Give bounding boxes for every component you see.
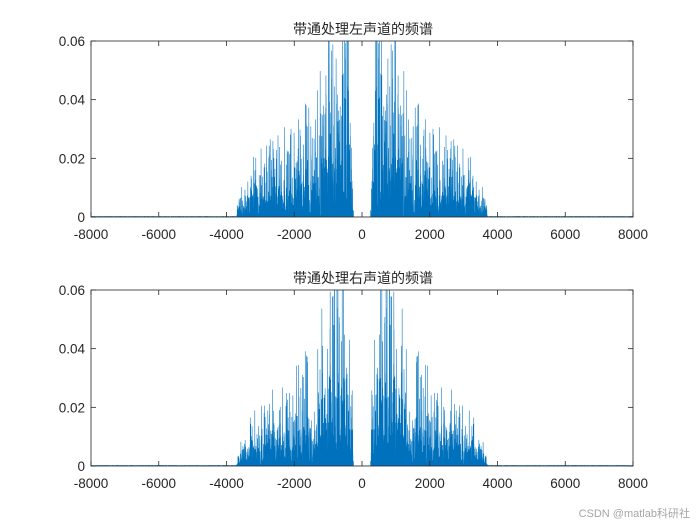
y-tick-label: 0 — [77, 459, 85, 474]
y-tick-label: 0.04 — [59, 342, 86, 357]
y-tick-label: 0.04 — [59, 93, 86, 108]
x-tick-label: -6000 — [141, 476, 176, 491]
x-tick-label: -4000 — [209, 476, 244, 491]
subplot-right-channel: 带通处理右声道的频谱 -8000 -6000 -4000 -2000 0 2000 4000… — [59, 271, 648, 491]
watermark: CSDN @matlab科研社 — [579, 506, 690, 520]
x-tick-label: 4000 — [482, 476, 512, 491]
axes: -8000 -6000 -4000 -2000 0 2000 4000 6000 8000 0 0.… — [59, 34, 648, 242]
subplot-title: 带通处理右声道的频谱 — [293, 271, 433, 287]
x-tick-label: -8000 — [74, 227, 109, 242]
x-tick-label: -8000 — [74, 476, 109, 491]
x-tick-label: -6000 — [141, 227, 176, 242]
x-tick-label: 6000 — [550, 476, 580, 491]
x-tick-label: 8000 — [618, 476, 648, 491]
x-tick-label: -4000 — [209, 227, 244, 242]
subplot-left-channel: 带通处理左声道的频谱 -8000 -6000 -4000 -2000 0 2000 4000… — [59, 22, 648, 242]
y-tick-label: 0.06 — [59, 34, 85, 49]
subplot-title: 带通处理左声道的频谱 — [293, 22, 433, 38]
x-tick-label: 2000 — [415, 476, 445, 491]
x-tick-label: 8000 — [618, 227, 648, 242]
x-tick-label: 0 — [358, 476, 366, 491]
y-tick-label: 0.02 — [59, 400, 85, 415]
y-tick-label: 0.02 — [59, 151, 85, 166]
x-tick-label: 4000 — [482, 227, 512, 242]
x-tick-label: -2000 — [277, 476, 312, 491]
axes: -8000 -6000 -4000 -2000 0 2000 4000 6000 8000 0 0.… — [59, 283, 648, 491]
y-tick-label: 0 — [77, 210, 85, 225]
x-tick-label: 6000 — [550, 227, 580, 242]
x-tick-label: 0 — [358, 227, 366, 242]
x-tick-label: 2000 — [415, 227, 445, 242]
x-tick-label: -2000 — [277, 227, 312, 242]
y-tick-label: 0.06 — [59, 283, 85, 298]
